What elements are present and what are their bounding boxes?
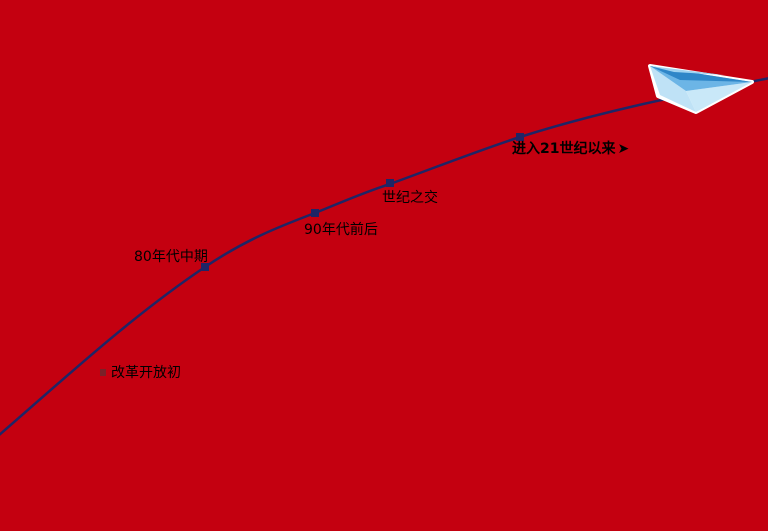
milestone-label-21st-century-text: 进入21世纪以来 [512, 141, 616, 157]
milestone-label-around-90s: 90年代前后 [304, 222, 378, 238]
milestone-label-reform-era: 改革开放初 [111, 365, 181, 381]
growth-curve [0, 77, 768, 436]
milestone-label-turn-of-century: 世纪之交 [382, 190, 438, 206]
milestone-marker [386, 179, 394, 187]
milestone-label-21st-century: 进入21世纪以来 ➤ [512, 141, 629, 157]
milestone-label-mid-80s: 80年代中期 [134, 249, 208, 265]
milestone-marker [516, 133, 524, 141]
milestone-marker [201, 263, 209, 271]
arrow-right-icon: ➤ [617, 141, 630, 157]
bullet-square [100, 369, 106, 376]
milestone-marker [311, 209, 319, 217]
paper-airplane-icon [648, 64, 754, 114]
